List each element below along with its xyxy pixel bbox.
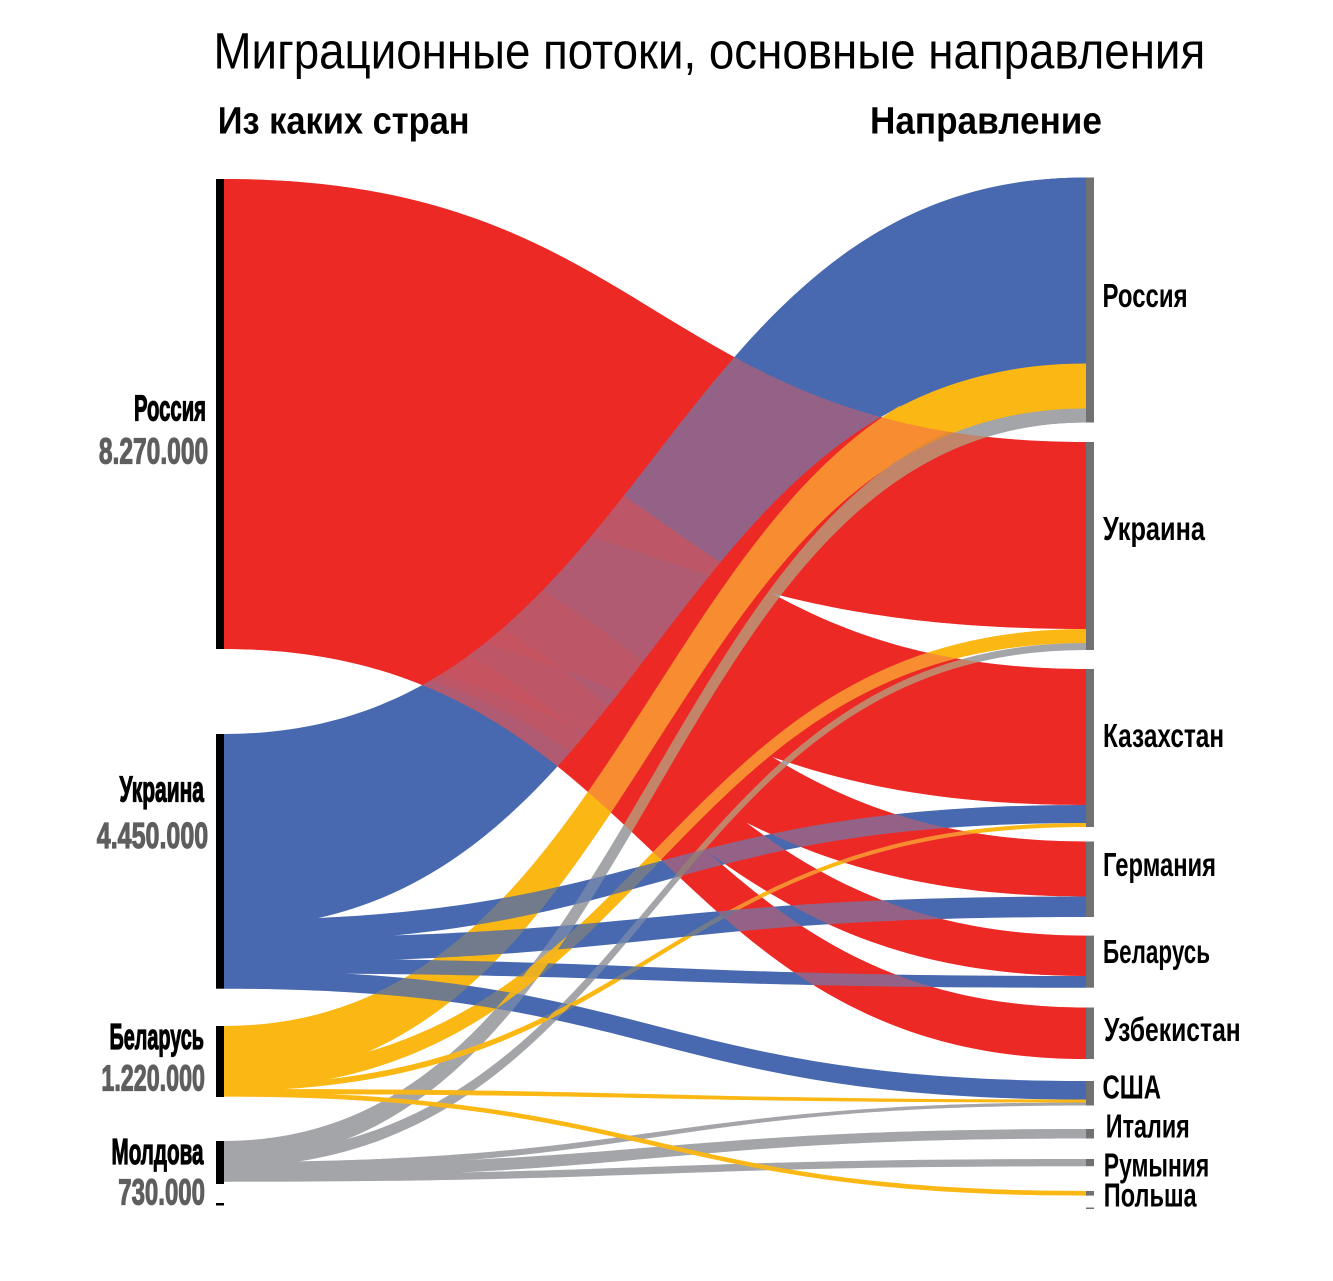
svg-text:Казахстан: Казахстан xyxy=(1103,719,1224,755)
svg-text:Беларусь: Беларусь xyxy=(1103,933,1210,970)
svg-text:Италия: Италия xyxy=(1106,1109,1190,1146)
svg-text:Миграционные потоки, основные: Миграционные потоки, основные направлени… xyxy=(214,23,1206,80)
svg-text:4.450.000: 4.450.000 xyxy=(97,815,208,856)
svg-text:Румыния: Румыния xyxy=(1104,1147,1209,1184)
svg-text:8.270.000: 8.270.000 xyxy=(99,431,208,472)
svg-text:Молдова: Молдова xyxy=(112,1132,204,1173)
svg-text:Из каких стран: Из каких стран xyxy=(218,99,470,142)
svg-text:730.000: 730.000 xyxy=(118,1172,205,1213)
svg-text:Украина: Украина xyxy=(119,770,204,810)
svg-text:Узбекистан: Узбекистан xyxy=(1104,1013,1241,1049)
svg-text:Направление: Направление xyxy=(870,99,1102,142)
svg-text:Германия: Германия xyxy=(1103,847,1216,884)
svg-text:Россия: Россия xyxy=(1103,278,1188,315)
svg-text:1.220.000: 1.220.000 xyxy=(101,1058,205,1099)
svg-text:Беларусь: Беларусь xyxy=(109,1017,204,1058)
svg-text:Польша: Польша xyxy=(1104,1178,1198,1215)
svg-text:Россия: Россия xyxy=(134,388,206,429)
svg-text:США: США xyxy=(1103,1070,1162,1107)
svg-text:Украина: Украина xyxy=(1103,511,1206,548)
